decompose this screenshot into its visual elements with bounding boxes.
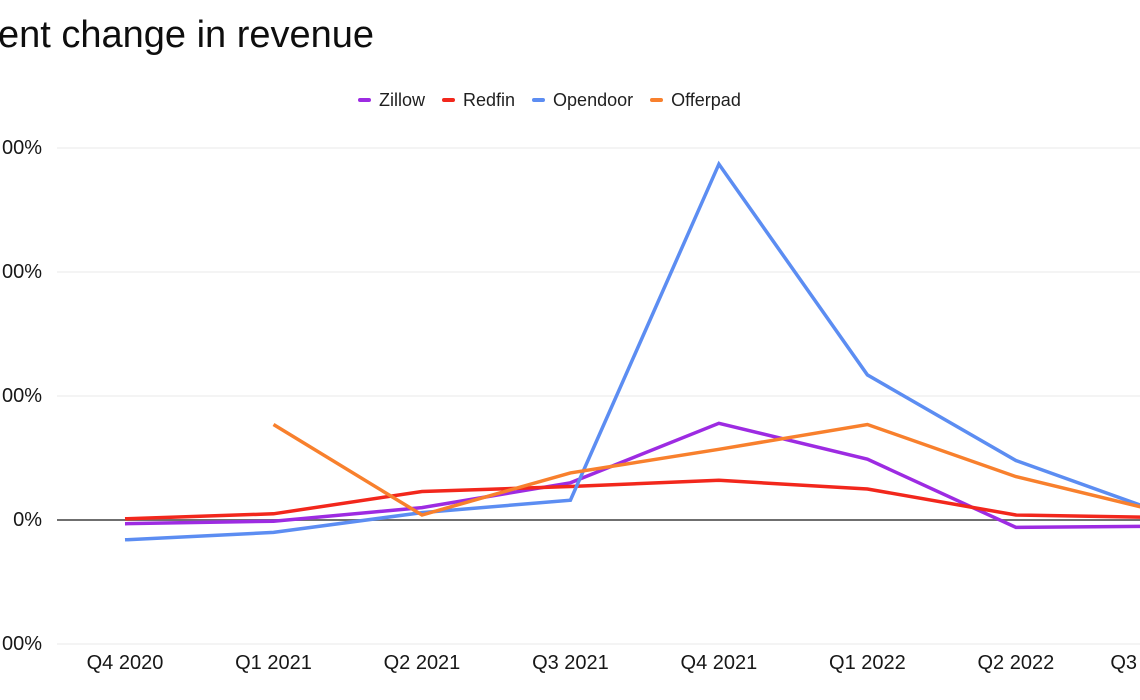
series-line-zillow	[124, 421, 1140, 530]
chart-title: ent change in revenue	[0, 14, 375, 56]
y-axis-label: 00%	[1, 261, 42, 283]
legend-swatch-icon	[442, 98, 456, 102]
legend-label: Offerpad	[671, 89, 741, 110]
legend-swatch-icon	[358, 98, 371, 102]
x-axis-label: Q3	[1110, 652, 1138, 674]
x-axis-label: Q1 2021	[235, 652, 312, 674]
y-axis-label: 00%	[1, 385, 42, 407]
series-line-redfin	[124, 478, 1140, 521]
x-axis-label: Q4 2020	[86, 652, 164, 674]
legend-swatch-icon	[650, 98, 664, 102]
legend-item-redfin: Redfin	[442, 90, 515, 111]
x-axis-label: Q1 2022	[829, 652, 906, 674]
y-axis-label: 0%	[13, 509, 42, 531]
chart-legend: Zillow Redfin Opendoor Offerpad	[358, 88, 741, 112]
legend-item-offerpad: Offerpad	[650, 90, 741, 111]
legend-item-opendoor: Opendoor	[532, 90, 633, 111]
x-axis-label: Q3 2021	[532, 652, 609, 674]
x-axis-label: Q2 2022	[977, 652, 1055, 674]
series-line-opendoor	[124, 160, 1140, 542]
x-axis-label: Q2 2021	[383, 652, 461, 674]
legend-item-zillow: Zillow	[358, 90, 425, 111]
x-axis-label: Q4 2021	[680, 652, 758, 674]
y-axis-label: 00%	[1, 633, 42, 655]
legend-label: Zillow	[379, 89, 426, 110]
legend-swatch-icon	[532, 98, 546, 102]
legend-label: Redfin	[463, 89, 516, 110]
series-line-offerpad	[272, 422, 1140, 517]
legend-label: Opendoor	[553, 89, 634, 110]
y-axis-label: 00%	[1, 137, 42, 159]
